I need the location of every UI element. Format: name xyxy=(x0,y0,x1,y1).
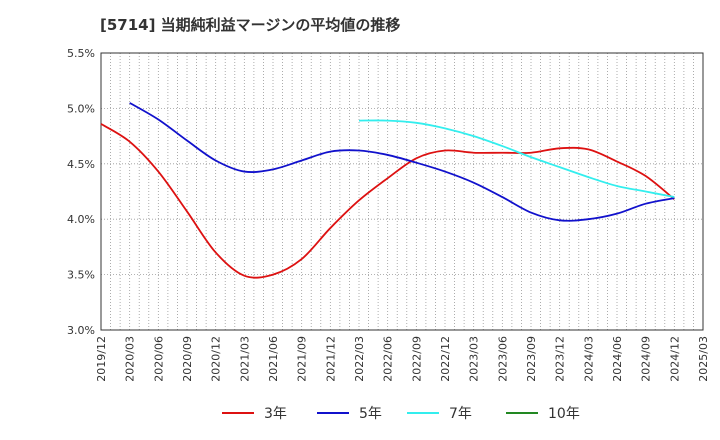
x-tick-label: 2021/03 xyxy=(238,336,251,382)
series-line-2 xyxy=(129,102,675,222)
x-tick-label: 2022/09 xyxy=(410,336,423,382)
y-tick-label: 5.0% xyxy=(67,102,95,115)
legend-label: 3年 xyxy=(264,406,287,422)
y-tick-label: 4.0% xyxy=(67,213,95,226)
x-tick-label: 2022/03 xyxy=(353,336,366,382)
x-tick-label: 2021/12 xyxy=(324,336,337,382)
x-tick-label: 2020/09 xyxy=(181,336,194,382)
x-tick-label: 2024/03 xyxy=(582,336,595,382)
x-tick-label: 2023/12 xyxy=(554,336,567,382)
plot-border xyxy=(100,52,704,331)
y-tick-label: 3.0% xyxy=(67,324,95,337)
x-tick-label: 2020/12 xyxy=(210,336,223,382)
series-line-1 xyxy=(100,123,675,279)
y-tick-label: 5.5% xyxy=(67,47,95,60)
x-tick-label: 2019/12 xyxy=(95,336,108,382)
x-tick-label: 2023/03 xyxy=(468,336,481,382)
y-tick-label: 4.5% xyxy=(67,158,95,171)
x-tick-label: 2024/12 xyxy=(668,336,681,382)
x-tick-label: 2020/06 xyxy=(152,336,165,382)
legend-label: 7年 xyxy=(449,406,472,422)
x-tick-label: 2020/03 xyxy=(124,336,137,382)
x-tick-label: 2022/06 xyxy=(382,336,395,382)
x-tick-label: 2023/06 xyxy=(496,336,509,382)
x-tick-label: 2021/09 xyxy=(296,336,309,382)
x-tick-label: 2024/06 xyxy=(611,336,624,382)
x-tick-label: 2021/06 xyxy=(267,336,280,382)
plot-area xyxy=(101,53,703,330)
legend-label: 5年 xyxy=(359,406,382,422)
x-tick-label: 2025/03 xyxy=(697,336,710,382)
legend-label: 10年 xyxy=(548,406,580,422)
x-tick-label: 2022/12 xyxy=(439,336,452,382)
series-line-3 xyxy=(358,119,675,198)
x-tick-label: 2024/09 xyxy=(640,336,653,382)
chart-title: [5714] 当期純利益マージンの平均値の推移 xyxy=(100,16,401,34)
y-tick-label: 3.5% xyxy=(67,269,95,282)
x-tick-label: 2023/09 xyxy=(525,336,538,382)
